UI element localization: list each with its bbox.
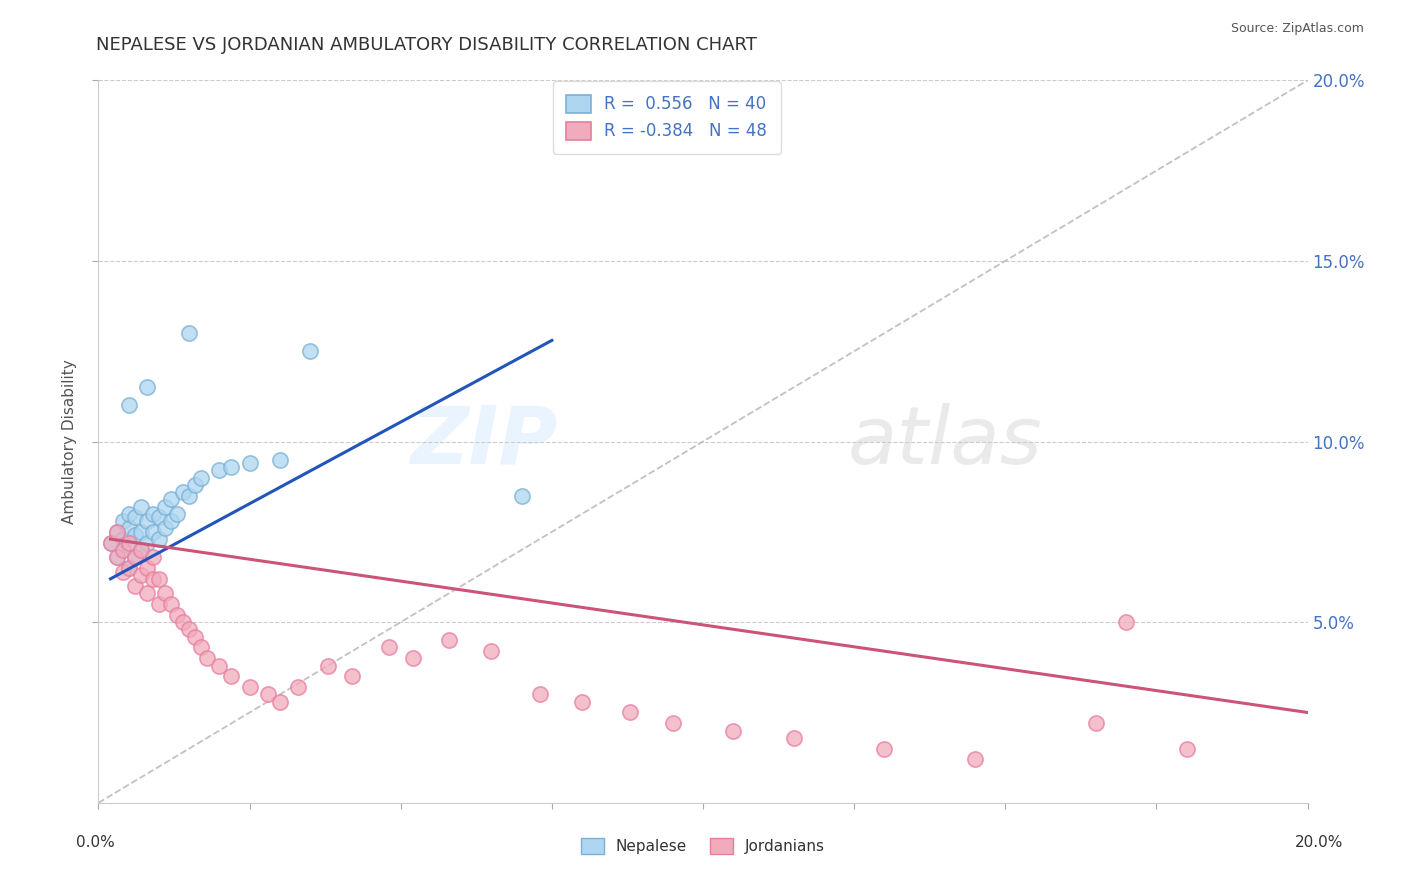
Point (129, 542, 152, 557)
Point (105, 524, 128, 539)
Point (148, 532, 170, 546)
Point (111, 514, 134, 528)
Point (118, 561, 141, 575)
Legend: Nepalese, Jordanians: Nepalese, Jordanians (575, 832, 831, 860)
Point (377, 640, 399, 655)
Point (481, 644, 503, 658)
Text: ZIP: ZIP (411, 402, 558, 481)
Point (965, 752, 987, 766)
Point (1085, 716, 1108, 731)
Point (124, 550, 146, 565)
Point (118, 535, 141, 549)
Point (172, 615, 194, 630)
Point (124, 510, 146, 524)
Point (221, 459, 243, 474)
Point (129, 524, 152, 539)
Point (723, 723, 745, 738)
Point (239, 456, 262, 470)
Point (105, 524, 128, 539)
Point (208, 658, 231, 673)
Point (135, 586, 157, 600)
Point (148, 510, 170, 524)
Point (256, 687, 278, 701)
Point (111, 542, 134, 557)
Point (287, 680, 309, 694)
Point (239, 680, 262, 694)
Point (619, 706, 641, 720)
Point (184, 478, 207, 492)
Y-axis label: Ambulatory Disability: Ambulatory Disability (62, 359, 77, 524)
Point (166, 607, 188, 622)
Point (190, 471, 212, 485)
Text: 0.0%: 0.0% (76, 836, 115, 850)
Point (142, 550, 165, 565)
Point (111, 532, 134, 546)
Point (129, 542, 152, 557)
Point (299, 344, 322, 359)
Point (118, 521, 141, 535)
Point (510, 489, 533, 503)
Point (160, 597, 183, 611)
Point (221, 669, 243, 683)
Point (135, 380, 157, 394)
Point (179, 623, 201, 637)
Point (179, 326, 201, 340)
Point (153, 521, 176, 535)
Point (142, 572, 165, 586)
Point (269, 452, 291, 467)
Point (105, 550, 128, 565)
Point (153, 586, 176, 600)
Point (135, 514, 157, 528)
Point (124, 528, 146, 542)
Point (142, 524, 165, 539)
Point (195, 651, 218, 665)
Point (153, 500, 176, 514)
Point (124, 579, 146, 593)
Point (148, 572, 170, 586)
Point (129, 500, 152, 514)
Text: NEPALESE VS JORDANIAN AMBULATORY DISABILITY CORRELATION CHART: NEPALESE VS JORDANIAN AMBULATORY DISABIL… (96, 36, 756, 54)
Point (148, 597, 170, 611)
Point (118, 507, 141, 521)
Text: Source: ZipAtlas.com: Source: ZipAtlas.com (1230, 22, 1364, 36)
Point (316, 658, 339, 673)
Point (142, 507, 165, 521)
Point (129, 568, 152, 582)
Point (105, 550, 128, 565)
Point (166, 507, 188, 521)
Point (124, 550, 146, 565)
Point (437, 633, 460, 648)
Point (135, 561, 157, 575)
Text: atlas: atlas (848, 402, 1043, 481)
Point (873, 741, 896, 756)
Point (783, 731, 806, 745)
Point (135, 535, 157, 549)
Point (100, 535, 122, 549)
Point (111, 565, 134, 579)
Point (661, 716, 683, 731)
Text: 20.0%: 20.0% (1295, 836, 1343, 850)
Point (172, 485, 194, 500)
Point (179, 489, 201, 503)
Point (118, 398, 141, 412)
Point (100, 535, 122, 549)
Point (118, 561, 141, 575)
Point (402, 651, 425, 665)
Point (111, 542, 134, 557)
Point (208, 463, 231, 477)
Point (160, 514, 183, 528)
Point (269, 695, 291, 709)
Point (118, 539, 141, 553)
Point (1115, 615, 1137, 630)
Point (529, 687, 551, 701)
Point (184, 630, 207, 644)
Point (190, 640, 212, 655)
Point (342, 669, 364, 683)
Point (160, 492, 183, 507)
Point (1175, 741, 1198, 756)
Point (571, 695, 593, 709)
